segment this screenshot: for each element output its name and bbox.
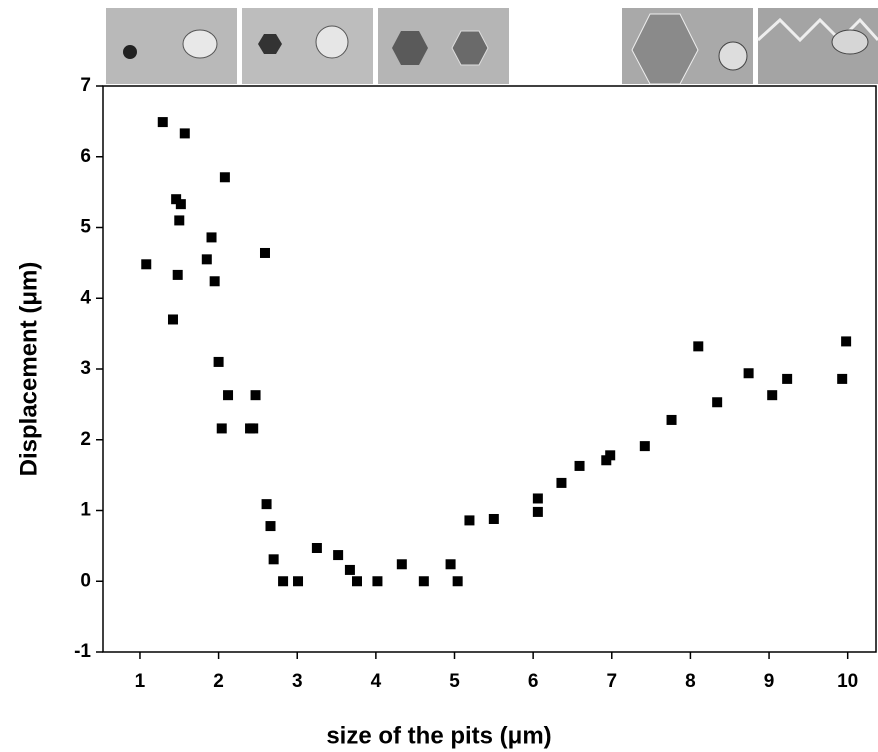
point <box>201 254 212 265</box>
point <box>175 199 186 210</box>
point <box>841 336 852 347</box>
y-tick-label: 4 <box>80 287 91 308</box>
point <box>605 450 616 461</box>
point <box>216 423 227 434</box>
y-tick-label: 0 <box>80 570 91 591</box>
point <box>333 550 344 561</box>
particle <box>718 41 748 71</box>
y-tick-label: 7 <box>80 75 91 96</box>
point <box>172 269 183 280</box>
point <box>223 390 234 401</box>
point <box>174 215 185 226</box>
point <box>574 460 585 471</box>
pit <box>258 34 282 54</box>
x-axis-label: size of the pits (μm) <box>326 722 551 749</box>
point <box>666 414 677 425</box>
point <box>209 276 220 287</box>
x-tick-label: 4 <box>371 671 382 692</box>
point <box>278 576 289 587</box>
point <box>712 397 723 408</box>
point <box>265 521 276 532</box>
point <box>248 423 259 434</box>
x-tick-label: 3 <box>292 671 303 692</box>
point <box>213 356 224 367</box>
y-tick-label: 6 <box>80 146 91 167</box>
x-tick-label: 9 <box>764 671 775 692</box>
point <box>268 554 279 565</box>
point <box>532 506 543 517</box>
point <box>344 564 355 575</box>
x-tick-label: 2 <box>213 671 224 692</box>
point <box>157 117 168 128</box>
point <box>167 314 178 325</box>
pit <box>631 13 699 85</box>
point <box>372 576 383 587</box>
point <box>179 128 190 139</box>
point <box>445 559 456 570</box>
point <box>396 559 407 570</box>
point <box>743 368 754 379</box>
point <box>311 542 322 553</box>
point <box>782 373 793 384</box>
point <box>250 390 261 401</box>
y-tick-label: 5 <box>80 217 91 238</box>
plot-frame <box>102 85 877 653</box>
point <box>464 515 475 526</box>
pit <box>392 31 428 65</box>
point <box>452 576 463 587</box>
pit <box>451 30 489 66</box>
y-tick-label: 3 <box>80 358 91 379</box>
y-axis-label: Displacement (μm) <box>15 262 42 477</box>
particle <box>315 25 349 59</box>
y-tick-label: 2 <box>80 429 91 450</box>
point <box>837 373 848 384</box>
point <box>418 576 429 587</box>
x-tick-label: 6 <box>528 671 539 692</box>
point <box>556 477 567 488</box>
x-tick-label: 5 <box>449 671 460 692</box>
particle <box>831 29 869 55</box>
point <box>532 493 543 504</box>
x-tick-label: 10 <box>837 671 858 692</box>
point <box>259 247 270 258</box>
thumbnails <box>106 8 878 85</box>
particle <box>182 29 218 59</box>
point <box>141 259 152 270</box>
pit <box>123 45 137 59</box>
ridge <box>756 17 878 43</box>
y-tick-label: -1 <box>74 641 91 662</box>
point <box>293 576 304 587</box>
point <box>693 341 704 352</box>
y-tick-label: 1 <box>80 500 91 521</box>
point <box>351 576 362 587</box>
x-tick-label: 8 <box>685 671 696 692</box>
x-tick-label: 1 <box>135 671 146 692</box>
point <box>219 172 230 183</box>
point <box>206 232 217 243</box>
x-tick-label: 7 <box>606 671 617 692</box>
point <box>261 499 272 510</box>
point <box>767 390 778 401</box>
point <box>639 441 650 452</box>
point <box>488 513 499 524</box>
